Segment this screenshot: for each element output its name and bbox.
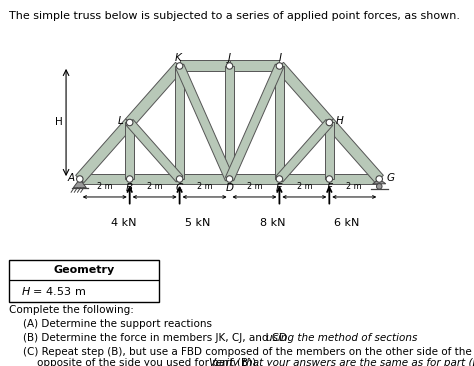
Polygon shape	[76, 119, 134, 183]
Polygon shape	[226, 64, 283, 181]
Circle shape	[376, 176, 383, 182]
Text: Geometry: Geometry	[54, 265, 115, 275]
Polygon shape	[175, 66, 184, 179]
Polygon shape	[275, 66, 284, 179]
Text: (C) Repeat step (B), but use a FBD composed of the members on the other side of : (C) Repeat step (B), but use a FBD compo…	[23, 347, 474, 357]
Polygon shape	[125, 123, 134, 179]
Text: 4 kN: 4 kN	[111, 219, 136, 228]
Text: Complete the following:: Complete the following:	[9, 305, 134, 315]
Polygon shape	[325, 119, 383, 183]
Circle shape	[226, 63, 233, 69]
Circle shape	[76, 176, 83, 182]
Polygon shape	[73, 179, 86, 188]
Polygon shape	[180, 60, 229, 71]
Circle shape	[127, 176, 133, 182]
Text: 2 m: 2 m	[147, 183, 163, 191]
Text: $H$ = 4.53 m: $H$ = 4.53 m	[21, 285, 86, 297]
Polygon shape	[225, 66, 234, 179]
Polygon shape	[275, 62, 333, 126]
Circle shape	[226, 176, 233, 182]
Text: 2 m: 2 m	[97, 183, 112, 191]
Text: 8 kN: 8 kN	[260, 219, 286, 228]
Text: using the method of sections: using the method of sections	[266, 333, 418, 343]
Text: Verify that your answers are the same as for part (B).: Verify that your answers are the same as…	[210, 358, 474, 366]
Polygon shape	[229, 173, 279, 184]
Text: 2 m: 2 m	[197, 183, 212, 191]
Text: B: B	[126, 183, 133, 194]
Polygon shape	[80, 173, 130, 184]
Polygon shape	[180, 173, 229, 184]
Text: The simple truss below is subjected to a series of applied point forces, as show: The simple truss below is subjected to a…	[9, 11, 460, 22]
Text: C: C	[176, 183, 183, 194]
Polygon shape	[276, 120, 333, 182]
Text: 2 m: 2 m	[246, 183, 262, 191]
Circle shape	[127, 119, 133, 126]
Text: L: L	[118, 116, 123, 126]
Circle shape	[326, 119, 333, 126]
Polygon shape	[329, 173, 379, 184]
Polygon shape	[373, 179, 386, 184]
Text: G: G	[386, 173, 394, 183]
Text: K: K	[175, 53, 182, 63]
Circle shape	[376, 184, 382, 189]
Circle shape	[276, 176, 283, 182]
Polygon shape	[279, 173, 329, 184]
Text: H: H	[55, 117, 63, 127]
Text: (A) Determine the support reactions: (A) Determine the support reactions	[23, 319, 212, 329]
Polygon shape	[130, 173, 180, 184]
Text: 5 kN: 5 kN	[184, 219, 210, 228]
Circle shape	[176, 63, 183, 69]
Text: J: J	[228, 53, 231, 63]
Text: 2 m: 2 m	[297, 183, 312, 191]
Text: 2 m: 2 m	[346, 183, 362, 191]
Text: H: H	[336, 116, 344, 126]
Text: 6 kN: 6 kN	[334, 219, 360, 228]
Polygon shape	[175, 64, 234, 181]
Text: I: I	[279, 53, 282, 63]
Text: (B) Determine the force in members JK, CJ, and CD: (B) Determine the force in members JK, C…	[23, 333, 291, 343]
Text: D: D	[226, 183, 234, 194]
Circle shape	[176, 176, 183, 182]
Text: F: F	[326, 183, 332, 194]
Text: opposite of the side you used for part (B)).: opposite of the side you used for part (…	[37, 358, 266, 366]
Polygon shape	[325, 123, 334, 179]
Text: E: E	[276, 183, 283, 194]
Polygon shape	[126, 62, 184, 126]
Text: A: A	[67, 173, 74, 183]
Circle shape	[276, 63, 283, 69]
FancyBboxPatch shape	[9, 260, 159, 302]
Polygon shape	[127, 120, 183, 182]
Polygon shape	[229, 60, 279, 71]
Circle shape	[326, 176, 333, 182]
